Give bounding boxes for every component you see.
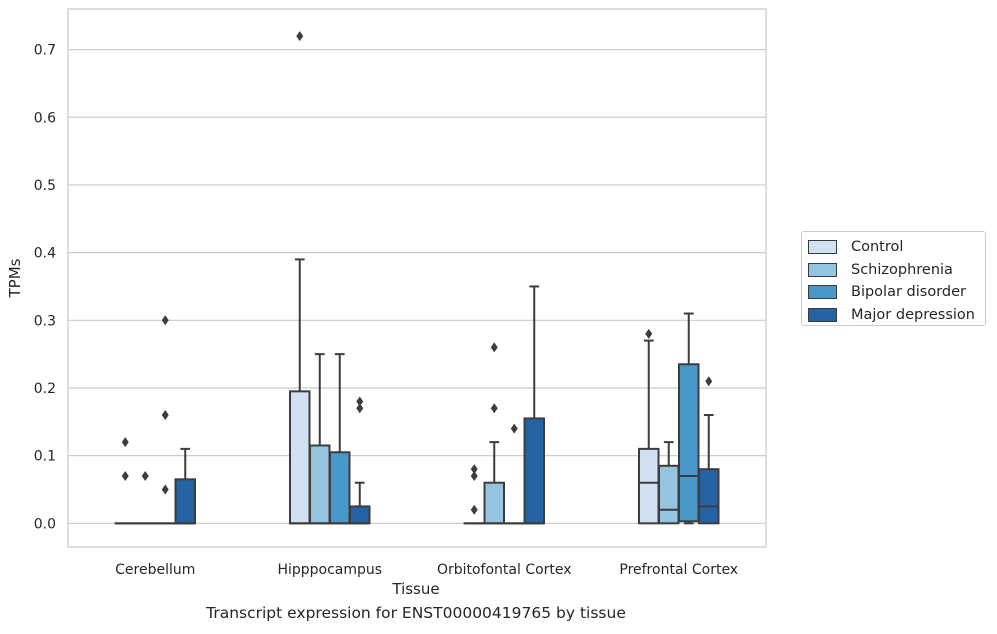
x-tick-label: Hipppocampus bbox=[277, 562, 382, 578]
box-iqr bbox=[329, 451, 351, 525]
box-major-depression bbox=[174, 447, 196, 525]
y-tick-label: 0.4 bbox=[34, 246, 56, 262]
outlier-point bbox=[161, 315, 169, 326]
boxes bbox=[114, 31, 720, 525]
x-tick-label: Prefrontal Cortex bbox=[619, 562, 738, 578]
legend-label-control: Control bbox=[851, 239, 904, 256]
box-bipolar-disorder bbox=[154, 315, 176, 525]
legend-item-bipolar-disorder: Bipolar disorder bbox=[808, 281, 979, 304]
box-iqr bbox=[289, 390, 311, 525]
outlier-point bbox=[490, 403, 498, 414]
box-iqr bbox=[174, 478, 196, 525]
outlier-point bbox=[510, 423, 518, 434]
box-bipolar-disorder bbox=[503, 423, 525, 525]
box-iqr bbox=[678, 363, 700, 523]
box-iqr bbox=[523, 417, 545, 525]
legend-item-control: Control bbox=[808, 236, 979, 259]
box-iqr bbox=[349, 505, 371, 525]
legend-label-bipolar-disorder: Bipolar disorder bbox=[851, 284, 966, 301]
outlier-point bbox=[356, 396, 364, 407]
legend-item-major-depression: Major depression bbox=[808, 304, 979, 327]
gridlines bbox=[68, 49, 766, 524]
outlier-point bbox=[296, 31, 304, 42]
legend: Control Schizophrenia Bipolar disorder M… bbox=[801, 231, 986, 326]
box-control bbox=[638, 328, 660, 525]
outlier-point bbox=[121, 437, 129, 448]
legend-swatch-control bbox=[808, 240, 837, 255]
box-bipolar-disorder bbox=[678, 312, 700, 525]
box-control bbox=[114, 437, 136, 525]
y-tick-label: 0.6 bbox=[34, 110, 56, 126]
box-major-depression bbox=[698, 376, 720, 525]
legend-swatch-schizophrenia bbox=[808, 262, 837, 277]
x-axis-label: Tissue bbox=[391, 580, 439, 598]
outlier-point bbox=[141, 470, 149, 481]
box-iqr bbox=[698, 468, 720, 525]
legend-swatch-major-depression bbox=[808, 307, 837, 322]
box-schizophrenia bbox=[309, 353, 331, 525]
outlier-point bbox=[470, 470, 478, 481]
box-control bbox=[463, 464, 485, 525]
legend-item-schizophrenia: Schizophrenia bbox=[808, 259, 979, 282]
outlier-point bbox=[705, 376, 713, 387]
outlier-point bbox=[356, 403, 364, 414]
box-major-depression bbox=[349, 396, 371, 525]
box-bipolar-disorder bbox=[329, 353, 351, 525]
box-iqr bbox=[658, 464, 680, 525]
legend-swatch-bipolar-disorder bbox=[808, 285, 837, 300]
outlier-point bbox=[121, 470, 129, 481]
legend-label-major-depression: Major depression bbox=[851, 306, 975, 323]
legend-label-schizophrenia: Schizophrenia bbox=[851, 261, 953, 278]
y-tick-label: 0.3 bbox=[34, 313, 56, 329]
y-tick-label: 0.7 bbox=[34, 43, 56, 59]
y-tick-label: 0.1 bbox=[34, 449, 56, 465]
box-iqr bbox=[309, 444, 331, 525]
box-schizophrenia bbox=[483, 342, 505, 525]
y-tick-label: 0.5 bbox=[34, 178, 56, 194]
outlier-point bbox=[645, 328, 653, 339]
y-tick-label: 0.2 bbox=[34, 381, 56, 397]
y-axis-label: TPMs bbox=[6, 258, 24, 298]
box-major-depression bbox=[523, 285, 545, 525]
box-schizophrenia bbox=[134, 470, 156, 525]
chart-caption: Transcript expression for ENST0000041976… bbox=[206, 604, 626, 622]
box-iqr bbox=[638, 447, 660, 525]
outlier-point bbox=[470, 504, 478, 515]
box-control bbox=[289, 31, 311, 525]
y-tick-label: 0.0 bbox=[34, 516, 56, 532]
outlier-point bbox=[470, 464, 478, 475]
x-tick-label: Cerebellum bbox=[115, 562, 195, 578]
outlier-point bbox=[161, 484, 169, 495]
outlier-point bbox=[161, 410, 169, 421]
y-axis-ticks: 0.0 0.1 0.2 0.3 0.4 0.5 0.6 0.7 bbox=[34, 43, 56, 533]
x-tick-label: Orbitofontal Cortex bbox=[437, 562, 572, 578]
box-iqr bbox=[483, 481, 505, 525]
outlier-point bbox=[490, 342, 498, 353]
plot-area-frame bbox=[67, 8, 767, 548]
box-schizophrenia bbox=[658, 441, 680, 525]
x-axis-ticks: Cerebellum Hipppocampus Orbitofontal Corte… bbox=[115, 562, 738, 578]
